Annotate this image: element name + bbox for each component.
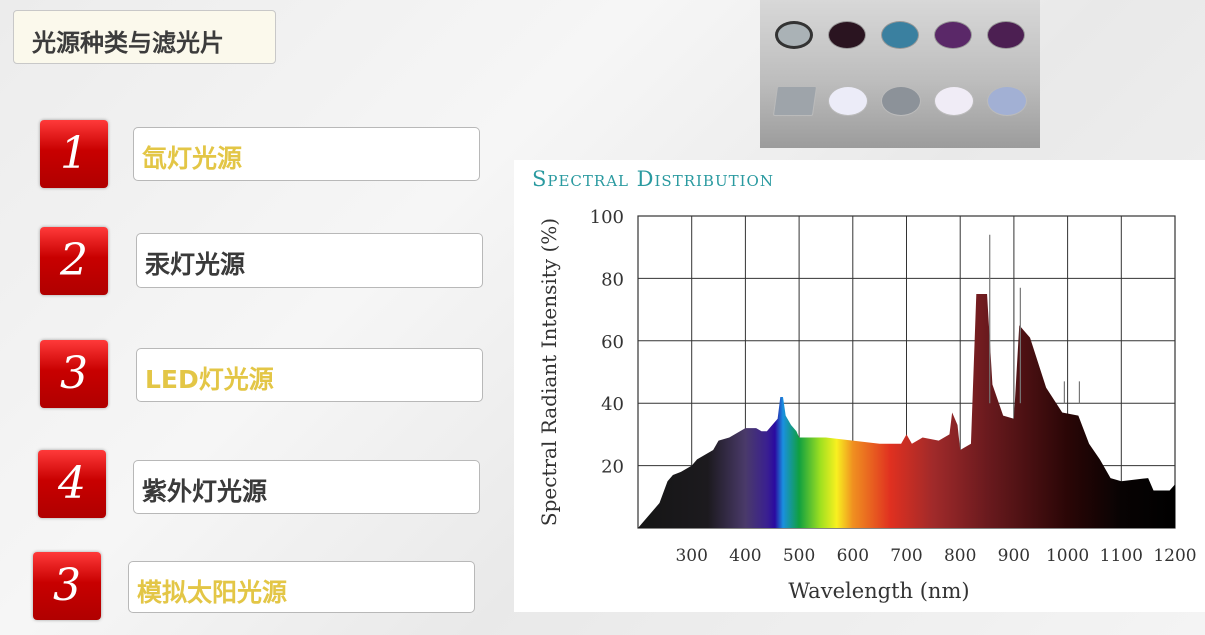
item-number-badge: 2: [40, 227, 108, 295]
x-tick-label: 1100: [1100, 546, 1143, 566]
list-item-led: LED灯光源: [136, 348, 483, 402]
y-axis-label: Spectral Radiant Intensity (%): [537, 218, 561, 526]
x-tick-label: 800: [944, 546, 976, 566]
filter-disc: [987, 21, 1025, 49]
item-number-badge: 1: [40, 120, 108, 188]
spectral-chart-svg: Spectral Distribution 300 400 500 600 700 800…: [532, 167, 1197, 603]
spectral-chart: Spectral Distribution 300 400 500 600 700 800…: [514, 160, 1205, 612]
y-tick-label: 100: [590, 207, 624, 228]
filter-disc: [828, 21, 866, 49]
list-item-label: LED灯光源: [145, 365, 274, 394]
x-tick-label: 300: [675, 546, 707, 566]
y-tick-label: 40: [601, 394, 624, 415]
y-tick-label: 60: [601, 332, 624, 353]
filters-photo: [760, 0, 1040, 148]
x-tick-label: 500: [783, 546, 815, 566]
y-tick-label: 20: [601, 457, 624, 478]
filter-square: [772, 86, 818, 116]
list-item-label: 模拟太阳光源: [137, 578, 288, 607]
x-tick-label: 400: [729, 546, 761, 566]
x-axis-label: Wavelength (nm): [788, 579, 969, 603]
y-tick-label: 80: [601, 269, 624, 290]
chart-title: Spectral Distribution: [532, 167, 774, 191]
x-tick-label: 1000: [1046, 546, 1089, 566]
list-item-mercury: 汞灯光源: [136, 233, 483, 288]
filter-disc: [775, 21, 813, 49]
item-number-badge: 3: [33, 552, 101, 620]
list-item-xenon: 氙灯光源: [133, 127, 480, 181]
x-tick-label: 1200: [1153, 546, 1196, 566]
filter-disc: [934, 21, 972, 49]
filter-disc: [828, 86, 868, 116]
spectrum-area: [638, 294, 1175, 528]
filter-disc: [987, 86, 1027, 116]
item-number-badge: 4: [38, 450, 106, 518]
x-tick-label: 600: [837, 546, 869, 566]
filter-disc: [934, 86, 974, 116]
filter-disc: [881, 86, 921, 116]
x-tick-label: 900: [998, 546, 1030, 566]
list-item-label: 紫外灯光源: [142, 477, 268, 506]
list-item-uv: 紫外灯光源: [133, 460, 480, 514]
x-tick-label: 700: [890, 546, 922, 566]
filter-disc: [881, 21, 919, 49]
list-item-label: 氙灯光源: [142, 144, 243, 173]
slide-title: 光源种类与滤光片: [32, 29, 224, 57]
item-number-badge: 3: [40, 340, 108, 408]
list-item-label: 汞灯光源: [145, 250, 246, 279]
slide-title-box: 光源种类与滤光片: [13, 10, 276, 64]
list-item-solar-simulator: 模拟太阳光源: [128, 561, 475, 613]
